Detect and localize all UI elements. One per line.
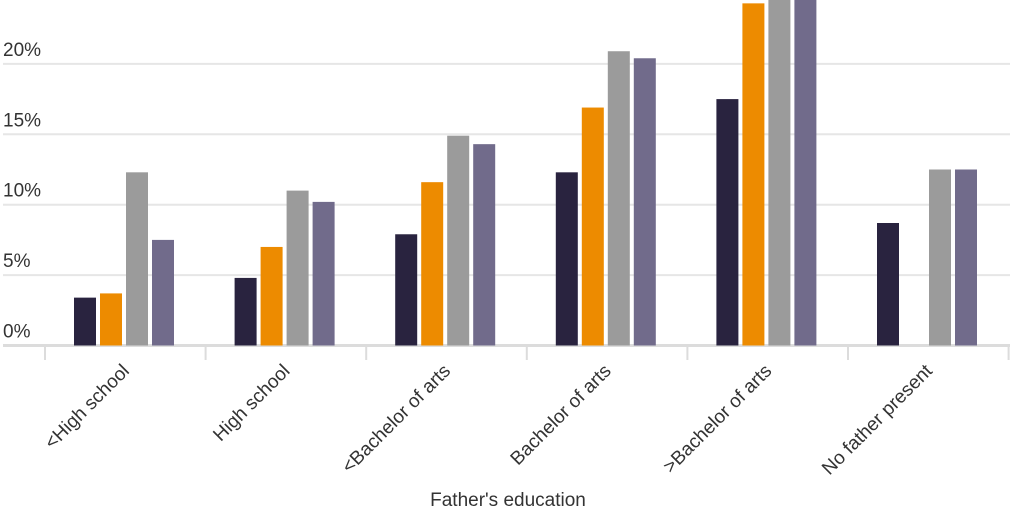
y-tick-label: 10% bbox=[3, 181, 41, 202]
bar bbox=[633, 58, 656, 346]
bar bbox=[473, 144, 496, 346]
bar bbox=[421, 182, 444, 346]
x-tick-label: High school bbox=[209, 361, 294, 446]
x-axis: <High school High school <Bachelor of arts… bbox=[41, 347, 1010, 479]
x-tick-label: <High school bbox=[41, 361, 134, 454]
y-tick-label: 20% bbox=[3, 40, 41, 61]
x-axis-label: Father's education bbox=[430, 490, 586, 511]
bar bbox=[955, 169, 977, 346]
y-tick-label: 0% bbox=[3, 322, 31, 343]
bar bbox=[126, 172, 148, 346]
x-tick-label: <Bachelor of arts bbox=[338, 361, 455, 478]
y-tick-label: 5% bbox=[3, 251, 31, 272]
bar bbox=[877, 223, 899, 346]
bar bbox=[929, 169, 951, 346]
bar bbox=[607, 51, 630, 346]
bar bbox=[555, 172, 578, 346]
bar bbox=[152, 239, 174, 346]
bar bbox=[100, 293, 122, 346]
bar bbox=[581, 107, 604, 346]
x-tick-label: No father present bbox=[818, 360, 937, 479]
y-axis-ticks: 0% 5% 10% 15% 20% bbox=[3, 40, 41, 343]
bar bbox=[260, 246, 283, 346]
bar bbox=[286, 190, 309, 346]
bar bbox=[234, 277, 257, 346]
bar bbox=[312, 201, 335, 346]
bars bbox=[74, 0, 977, 346]
bar bbox=[742, 3, 765, 346]
x-tick-label: Bachelor of arts bbox=[507, 361, 616, 470]
x-tick-label: >Bachelor of arts bbox=[659, 361, 776, 478]
y-tick-label: 15% bbox=[3, 110, 41, 131]
bar bbox=[768, 0, 791, 346]
bar bbox=[74, 297, 96, 346]
bar bbox=[794, 0, 817, 346]
bar bbox=[447, 135, 470, 346]
bar bbox=[716, 99, 739, 346]
bar bbox=[395, 234, 418, 346]
